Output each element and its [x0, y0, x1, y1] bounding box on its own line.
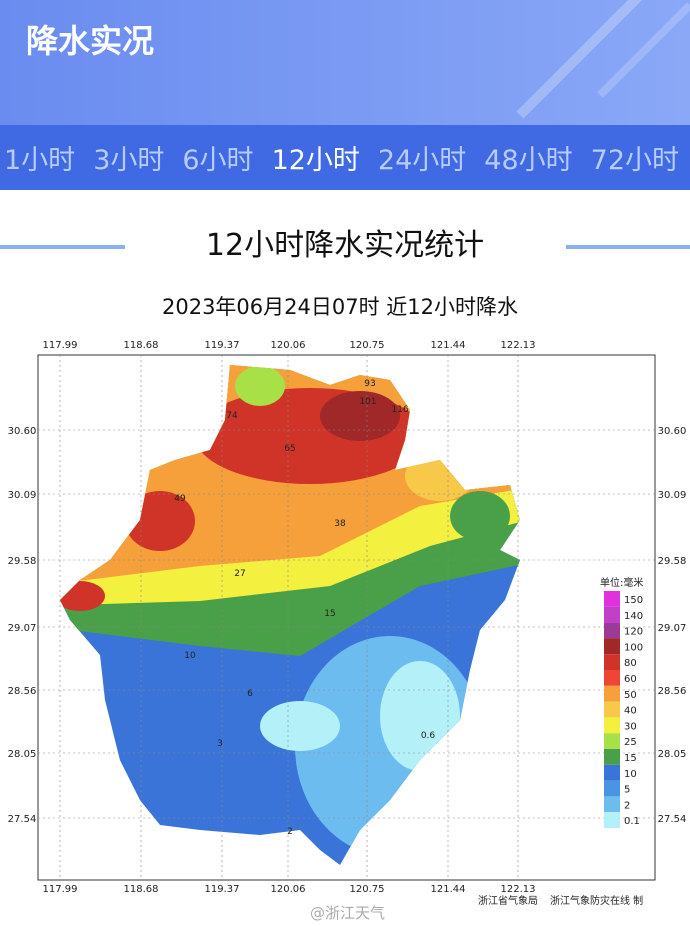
header-title: 降水实况 — [26, 22, 155, 60]
legend-label: 30 — [624, 721, 637, 732]
station-value: 38 — [334, 519, 346, 529]
legend-label: 80 — [624, 658, 637, 669]
lon-label: 118.68 — [124, 340, 159, 351]
lat-label: 30.09 — [658, 490, 687, 501]
legend-label: 2 — [624, 800, 630, 811]
station-value: 49 — [174, 494, 186, 504]
legend-swatch — [604, 780, 620, 797]
legend-swatch — [604, 591, 620, 607]
legend-label: 150 — [624, 595, 643, 606]
lat-label: 30.60 — [8, 426, 37, 437]
lat-label: 28.05 — [8, 749, 37, 760]
legend-swatch — [604, 654, 620, 670]
legend-swatch — [604, 733, 620, 749]
legend-swatch — [604, 701, 620, 718]
lat-label: 29.07 — [8, 623, 37, 634]
lat-label: 28.56 — [658, 686, 687, 697]
station-value: 6 — [247, 689, 253, 699]
lat-label: 27.54 — [658, 814, 687, 825]
lon-label: 120.75 — [350, 340, 385, 351]
legend-swatch — [604, 717, 620, 734]
legend-swatch — [604, 670, 620, 686]
lat-label: 29.07 — [658, 623, 687, 634]
header: 降水实况 — [0, 0, 690, 125]
legend-swatch — [604, 606, 620, 623]
legend-label: 100 — [624, 642, 643, 653]
tab[interactable]: 12小时 — [271, 145, 360, 176]
lon-label: 119.37 — [205, 884, 240, 895]
legend-label: 50 — [624, 690, 637, 701]
tab[interactable]: 3小时 — [93, 145, 165, 176]
station-value: 3 — [217, 739, 223, 749]
station-value: 93 — [364, 379, 375, 389]
legend-label: 120 — [624, 627, 643, 638]
lat-label: 30.09 — [8, 490, 37, 501]
lat-label: 30.60 — [658, 426, 687, 437]
map-title: 2023年06月24日07时 近12小时降水 — [162, 295, 518, 319]
station-value: 65 — [284, 444, 295, 454]
legend-label: 25 — [624, 737, 637, 748]
legend-label: 0.1 — [624, 816, 640, 827]
lat-label: 27.54 — [8, 814, 37, 825]
legend-swatch — [604, 796, 620, 813]
section-title: 12小时降水实况统计 — [205, 228, 485, 263]
section-deco — [0, 245, 690, 249]
lat-label: 29.58 — [8, 556, 37, 567]
station-value: 10 — [184, 651, 196, 661]
legend-label: 140 — [624, 611, 643, 622]
lon-label: 117.99 — [43, 340, 78, 351]
legend-swatch — [604, 638, 620, 655]
lon-label: 122.13 — [501, 884, 536, 895]
legend-label: 40 — [624, 706, 637, 717]
legend-label: 5 — [624, 785, 630, 796]
legend-swatch — [604, 622, 620, 639]
credit: 浙江气象防灾在线 制 — [550, 894, 643, 907]
watermark: @浙江天气 — [310, 904, 385, 922]
lon-label: 120.06 — [271, 340, 306, 351]
station-value: 0.6 — [421, 731, 436, 741]
legend-swatch — [604, 812, 620, 828]
tab[interactable]: 48小时 — [484, 145, 573, 176]
lon-label: 120.75 — [350, 884, 385, 895]
station-value: 74 — [226, 411, 238, 421]
station-value: 101 — [359, 397, 376, 407]
precip-map: 2023年06月24日07时 近12小时降水 117.99 117.99 118.6… — [8, 295, 687, 922]
tab[interactable]: 72小时 — [590, 145, 679, 176]
tab[interactable]: 1小时 — [4, 145, 76, 176]
legend-label: 10 — [624, 769, 637, 780]
legend-swatch — [604, 685, 620, 702]
credit: 浙江省气象局 — [478, 894, 538, 907]
lon-label: 118.68 — [124, 884, 159, 895]
legend-label: 60 — [624, 674, 637, 685]
lon-label: 117.99 — [43, 884, 78, 895]
legend-label: 15 — [624, 753, 637, 764]
lon-label: 121.44 — [431, 340, 466, 351]
lat-label: 29.58 — [658, 556, 687, 567]
tab-bar: 1小时 3小时 6小时 12小时 24小时 48小时 72小时 — [0, 125, 690, 190]
lat-label: 28.05 — [658, 749, 687, 760]
station-value: 2 — [287, 827, 293, 837]
lon-label: 121.44 — [431, 884, 466, 895]
header-deco — [516, 0, 690, 119]
legend-swatch — [604, 764, 620, 781]
lat-label: 28.56 — [8, 686, 37, 697]
lon-label: 120.06 — [271, 884, 306, 895]
station-value: 15 — [324, 609, 335, 619]
lon-label: 119.37 — [205, 340, 240, 351]
tab[interactable]: 24小时 — [377, 145, 467, 176]
lon-label: 122.13 — [501, 340, 536, 351]
legend-unit: 单位:毫米 — [600, 576, 643, 589]
station-value: 116 — [391, 405, 408, 415]
section-header: 12小时降水实况统计 — [0, 190, 690, 286]
tab[interactable]: 6小时 — [182, 145, 254, 176]
station-value: 27 — [234, 569, 245, 579]
legend-swatch — [604, 749, 620, 765]
